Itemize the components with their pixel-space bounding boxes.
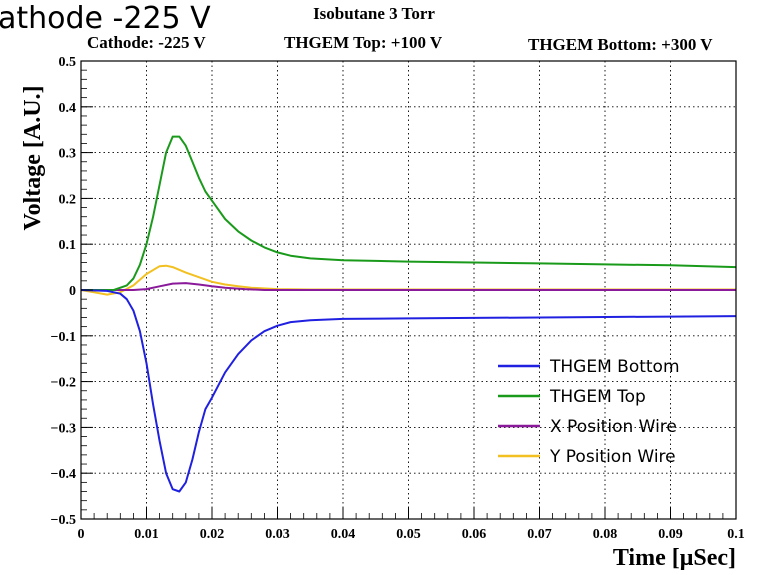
x-tick-label: 0.02 bbox=[200, 527, 225, 542]
y-tick-label: −0.3 bbox=[51, 421, 76, 436]
chart-subtitle-thgem-bottom: THGEM Bottom: +300 V bbox=[528, 35, 713, 54]
x-tick-label: 0.08 bbox=[593, 527, 618, 542]
y-tick-label: −0.1 bbox=[51, 330, 76, 345]
x-tick-label: 0.01 bbox=[134, 527, 159, 542]
x-tick-label: 0.07 bbox=[527, 527, 552, 542]
x-tick-label: 0.06 bbox=[462, 527, 487, 542]
x-tick-label: 0.05 bbox=[396, 527, 421, 542]
y-tick-label: −0.2 bbox=[51, 376, 76, 391]
y-tick-label: 0.2 bbox=[59, 192, 77, 207]
x-tick-label: 0.1 bbox=[727, 527, 745, 542]
x-tick-label: 0 bbox=[78, 527, 85, 542]
y-axis-label: Voltage [A.U.] bbox=[20, 85, 46, 230]
y-tick-labels: −0.5 −0.4 −0.3 −0.2 −0.1 0 0.1 0.2 0.3 0.4 0.5 bbox=[51, 55, 76, 528]
x-tick-labels: 0 0.01 0.02 0.03 0.04 0.05 0.06 0.07 0.08 0.09 0.1 bbox=[78, 527, 745, 542]
x-tick-label: 0.03 bbox=[265, 527, 290, 542]
series-line-x-position-wire bbox=[81, 282, 736, 291]
series-line-thgem-bottom bbox=[80, 289, 737, 493]
legend-label-thgem-top: THGEM Top bbox=[549, 387, 646, 407]
legend-label-thgem-bottom: THGEM Bottom bbox=[549, 357, 680, 377]
y-tick-label: 0.1 bbox=[59, 238, 77, 253]
x-tick-label: 0.09 bbox=[658, 527, 683, 542]
legend: THGEM Bottom THGEM Top X Position Wire Y Po… bbox=[498, 357, 680, 467]
axis-ticks bbox=[80, 60, 737, 520]
legend-label-y-position-wire: Y Position Wire bbox=[549, 447, 676, 467]
y-tick-label: 0.4 bbox=[59, 101, 77, 116]
y-tick-label: 0.3 bbox=[59, 147, 77, 162]
x-axis-label: Time [μSec] bbox=[613, 545, 736, 571]
y-tick-label: −0.5 bbox=[51, 513, 76, 528]
y-tick-label: −0.4 bbox=[51, 467, 76, 482]
series-lines bbox=[80, 135, 737, 493]
clipped-header-text: athode -225 V bbox=[0, 1, 211, 36]
chart-title: Isobutane 3 Torr bbox=[313, 4, 435, 23]
y-tick-label: 0 bbox=[69, 284, 76, 299]
y-tick-label: 0.5 bbox=[59, 55, 77, 70]
x-tick-label: 0.04 bbox=[331, 527, 356, 542]
series-line-thgem-top bbox=[81, 135, 737, 291]
chart-subtitle-cathode: Cathode: -225 V bbox=[87, 33, 206, 52]
legend-label-x-position-wire: X Position Wire bbox=[550, 417, 677, 437]
chart-subtitle-thgem-top: THGEM Top: +100 V bbox=[284, 33, 443, 52]
